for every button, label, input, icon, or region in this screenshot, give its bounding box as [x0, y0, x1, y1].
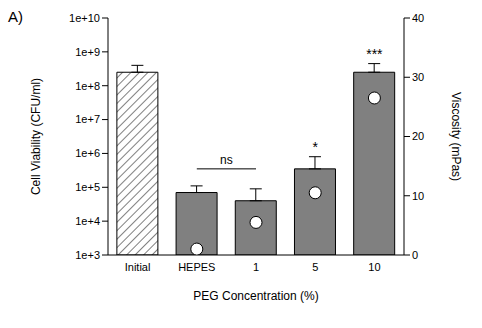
svg-text:1e+9: 1e+9 — [75, 46, 100, 58]
svg-text:Viscosity (mPas): Viscosity (mPas) — [449, 92, 463, 181]
svg-text:1e+7: 1e+7 — [75, 113, 100, 125]
svg-text:PEG Concentration (%): PEG Concentration (%) — [193, 289, 318, 303]
svg-text:10: 10 — [412, 190, 424, 202]
svg-text:*: * — [312, 139, 318, 155]
svg-text:20: 20 — [412, 130, 424, 142]
svg-text:***: *** — [366, 46, 383, 62]
svg-text:1e+10: 1e+10 — [69, 12, 100, 24]
svg-text:1: 1 — [253, 261, 259, 273]
svg-text:40: 40 — [412, 12, 424, 24]
svg-text:1e+8: 1e+8 — [75, 80, 100, 92]
svg-text:1e+6: 1e+6 — [75, 147, 100, 159]
svg-text:30: 30 — [412, 71, 424, 83]
svg-text:0: 0 — [412, 249, 418, 261]
svg-text:5: 5 — [312, 261, 318, 273]
svg-text:Initial: Initial — [125, 261, 151, 273]
svg-text:1e+3: 1e+3 — [75, 249, 100, 261]
svg-text:ns: ns — [220, 153, 233, 167]
svg-text:Cell Viability (CFU/ml): Cell Viability (CFU/ml) — [29, 78, 43, 195]
html-text:A): A) — [8, 8, 23, 25]
svg-text:HEPES: HEPES — [178, 261, 215, 273]
svg-text:1e+5: 1e+5 — [75, 181, 100, 193]
svg-text:1e+4: 1e+4 — [75, 215, 100, 227]
svg-text:10: 10 — [368, 261, 380, 273]
